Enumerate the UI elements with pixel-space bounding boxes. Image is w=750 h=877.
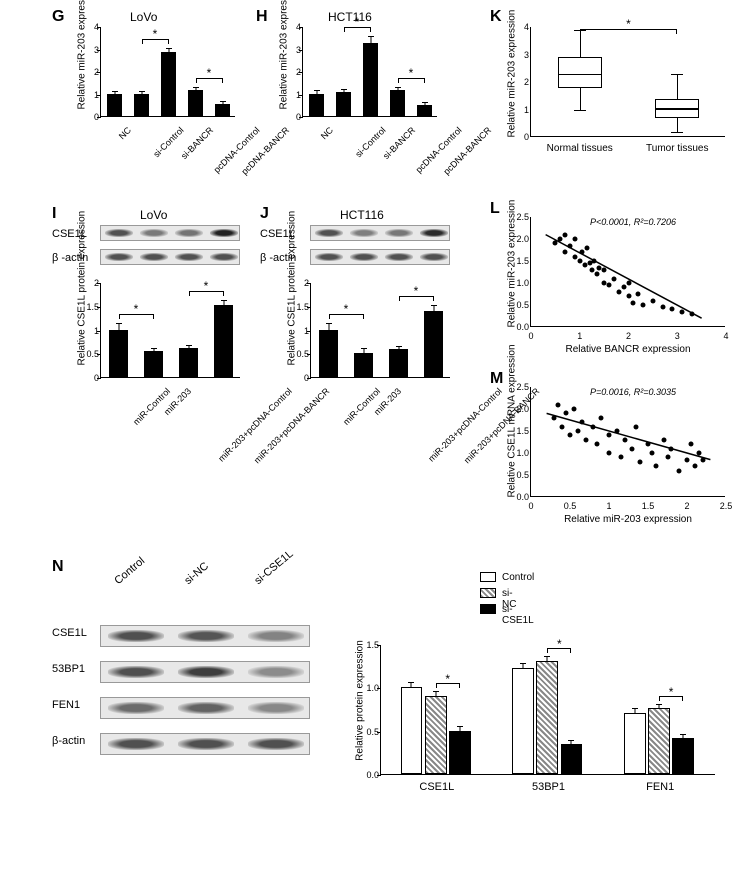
group-label: CSE1L — [419, 781, 454, 793]
bar — [336, 92, 351, 116]
bar — [215, 104, 230, 116]
stat-l: P<0.0001, R²=0.7206 — [590, 217, 676, 227]
plot-k: 01234Normal tissuesTumor tissues* — [530, 27, 725, 137]
x-category: Normal tissues — [547, 143, 613, 154]
chart-m: Relative CSE1L mRNA expression 0.00.51.0… — [500, 382, 730, 532]
bar — [134, 94, 149, 116]
bar — [179, 348, 198, 377]
chart-h: Relative miR-203 expression levels 01234… — [272, 22, 442, 172]
blot-col-label: si-NC — [182, 560, 211, 587]
group-label: 53BP1 — [532, 781, 565, 793]
panel-title-i: LoVo — [140, 208, 167, 222]
panel-label-h: H — [256, 8, 268, 26]
chart-g: Relative miR-203 expression levels 01234… — [70, 22, 240, 172]
blot-band — [100, 661, 310, 683]
plot-m: 0.00.51.01.52.02.500.511.522.5 — [530, 387, 725, 497]
panel-label-n: N — [52, 558, 64, 576]
bar — [390, 90, 405, 116]
x-category: NC — [318, 125, 334, 141]
chart-i: Relative CSE1L protein expression 00.511… — [70, 278, 245, 488]
bar — [449, 731, 471, 774]
bar — [319, 330, 338, 378]
bar — [417, 105, 432, 116]
blot-col-label: si-CSE1L — [252, 548, 295, 587]
bar — [188, 90, 203, 116]
blot-band — [100, 625, 310, 647]
blot-row-label: 53BP1 — [52, 663, 85, 675]
panel-label-j: J — [260, 205, 269, 223]
blot-i-0 — [100, 225, 240, 241]
panel-title-j: HCT116 — [340, 208, 384, 222]
bar — [536, 661, 558, 774]
chart-n: Relative protein expression 0.00.51.01.5… — [345, 640, 725, 840]
bar — [424, 311, 443, 378]
panel-label-g: G — [52, 8, 64, 26]
bar — [354, 353, 373, 377]
bar — [363, 43, 378, 116]
chart-l: Relative miR-203 expression 0.00.51.01.5… — [500, 212, 730, 362]
blot-row-label: CSE1L — [52, 627, 87, 639]
bar — [107, 94, 122, 117]
bar — [389, 349, 408, 377]
bar — [161, 52, 176, 116]
blot-col-label: Control — [112, 555, 147, 587]
blot-row-label: FEN1 — [52, 699, 80, 711]
bar — [214, 305, 233, 377]
bar — [624, 713, 646, 774]
bar — [309, 94, 324, 117]
blot-row-label: β-actin — [52, 735, 85, 747]
plot-g: 01234NCsi-Controlsi-BANCRpcDNA-Controlpc… — [100, 27, 235, 117]
plot-l: 0.00.51.01.52.02.501234 — [530, 217, 725, 327]
blot-i-1 — [100, 249, 240, 265]
x-category: NC — [116, 125, 132, 141]
x-category: Tumor tissues — [646, 143, 708, 154]
ylabel-n: Relative protein expression — [355, 631, 366, 771]
blot-j-1 — [310, 249, 450, 265]
blot-band — [100, 733, 310, 755]
bar — [401, 687, 423, 774]
stat-m: P=0.0016, R²=0.3035 — [590, 387, 676, 397]
panel-label-i: I — [52, 205, 56, 223]
bar — [512, 668, 534, 774]
x-category: miR-203+pcDNA-Control — [426, 386, 504, 464]
group-label: FEN1 — [646, 781, 674, 793]
plot-n: 0.00.51.01.5CSE1L*53BP1*FEN1* — [380, 645, 715, 775]
legend-label: si-CSE1L — [502, 604, 534, 626]
blot-band — [100, 697, 310, 719]
plot-i: 00.511.52miR-ControlmiR-203miR-203+pcDNA… — [100, 283, 240, 378]
bar — [425, 696, 447, 774]
legend-label: Control — [502, 572, 534, 583]
chart-j: Relative CSE1L protein expression 00.511… — [280, 278, 455, 488]
xlabel-l: Relative BANCR expression — [565, 344, 690, 355]
bar — [672, 738, 694, 774]
bar — [144, 351, 163, 377]
xlabel-m: Relative miR-203 expression — [564, 514, 692, 525]
chart-k: Relative miR-203 expression 01234Normal … — [500, 22, 730, 172]
bar — [109, 330, 128, 378]
plot-h: 01234NCsi-Controlsi-BANCRpcDNA-Controlpc… — [302, 27, 437, 117]
bar — [561, 744, 583, 774]
plot-j: 00.511.52miR-ControlmiR-203miR-203+pcDNA… — [310, 283, 450, 378]
panel-label-l: L — [490, 200, 500, 218]
blot-j-0 — [310, 225, 450, 241]
bar — [648, 708, 670, 774]
